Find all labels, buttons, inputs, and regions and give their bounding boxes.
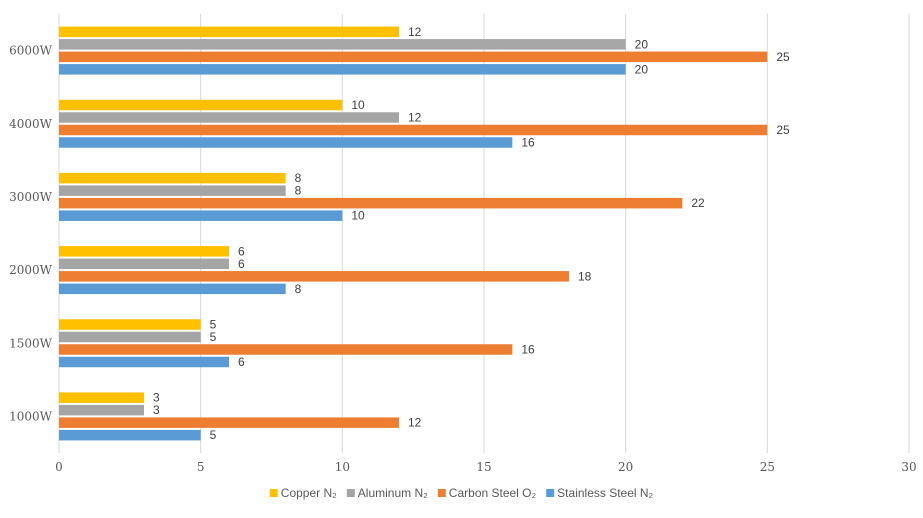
data-label: 25 xyxy=(776,123,790,137)
bar-1500W-0 xyxy=(59,319,201,330)
bar-1500W-3 xyxy=(59,356,229,368)
data-label: 22 xyxy=(691,196,705,210)
bar-4000W-0 xyxy=(59,99,343,111)
legend-label: Copper N₂ xyxy=(281,486,337,500)
bars xyxy=(59,26,768,441)
bar-1500W-2 xyxy=(59,344,513,355)
data-label: 3 xyxy=(153,403,160,417)
legend-label: Stainless Steel N₂ xyxy=(557,486,653,500)
category-label: 3000W xyxy=(9,190,53,204)
category-label: 4000W xyxy=(9,117,53,131)
bar-3000W-2 xyxy=(59,197,683,209)
data-label: 25 xyxy=(776,50,790,64)
data-label: 8 xyxy=(295,282,302,296)
x-tick-label: 10 xyxy=(335,460,350,474)
bar-3000W-1 xyxy=(59,185,286,196)
x-tick-label: 0 xyxy=(55,460,63,474)
legend-swatch xyxy=(346,489,355,497)
legend-item: Stainless Steel N₂ xyxy=(546,486,654,500)
data-label: 10 xyxy=(351,209,365,223)
legend-item: Aluminum N₂ xyxy=(346,486,428,500)
data-label: 8 xyxy=(295,171,302,185)
legend-label: Carbon Steel O₂ xyxy=(449,486,537,500)
data-label: 18 xyxy=(578,269,592,283)
x-tick-label: 15 xyxy=(476,460,491,474)
bar-4000W-2 xyxy=(59,124,768,136)
bar-2000W-3 xyxy=(59,283,286,295)
data-label: 5 xyxy=(210,318,217,332)
bar-3000W-3 xyxy=(59,210,343,221)
data-label: 12 xyxy=(408,111,422,125)
legend: Copper N₂ Aluminum N₂ Carbon Steel O₂ Stain… xyxy=(269,486,654,500)
bar-1000W-0 xyxy=(59,392,144,403)
gridlines xyxy=(58,14,910,453)
category-label: 1000W xyxy=(9,409,53,423)
bar-6000W-2 xyxy=(59,51,768,63)
bar-2000W-0 xyxy=(59,246,229,257)
value-axis: 0 5 10 15 20 25 30 xyxy=(55,460,916,474)
data-label: 10 xyxy=(351,98,365,112)
data-label: 6 xyxy=(238,244,245,258)
data-label: 3 xyxy=(153,391,160,405)
data-label: 8 xyxy=(295,184,302,198)
bar-6000W-3 xyxy=(59,64,626,75)
data-label: 16 xyxy=(521,136,535,150)
data-label: 12 xyxy=(408,25,422,39)
legend-swatch xyxy=(546,489,555,497)
bar-1500W-1 xyxy=(59,331,201,343)
legend-label: Aluminum N₂ xyxy=(358,486,428,500)
data-label: 5 xyxy=(210,330,217,344)
category-axis: 1000W 1500W 2000W 3000W 4000W 6000W xyxy=(9,44,53,424)
x-tick-label: 20 xyxy=(618,460,633,474)
bar-1000W-1 xyxy=(59,404,144,416)
data-label: 20 xyxy=(635,62,649,76)
bar-1000W-2 xyxy=(59,417,399,428)
bar-4000W-3 xyxy=(59,137,513,148)
data-label: 6 xyxy=(238,355,245,369)
bar-3000W-0 xyxy=(59,172,286,184)
legend-item: Copper N₂ xyxy=(269,486,337,500)
category-label: 6000W xyxy=(9,44,53,58)
bar-6000W-0 xyxy=(59,26,399,38)
data-label: 12 xyxy=(408,416,422,430)
bar-2000W-2 xyxy=(59,271,569,282)
legend-item: Carbon Steel O₂ xyxy=(437,486,537,500)
bar-6000W-1 xyxy=(59,39,626,50)
data-label: 16 xyxy=(521,343,535,357)
data-label: 6 xyxy=(238,257,245,271)
bar-4000W-1 xyxy=(59,112,399,123)
x-tick-label: 25 xyxy=(760,460,775,474)
bar-2000W-1 xyxy=(59,258,229,270)
legend-swatch xyxy=(269,489,278,497)
legend-swatch xyxy=(437,489,446,497)
bar-1000W-3 xyxy=(59,429,201,441)
category-label: 1500W xyxy=(9,336,53,350)
data-label: 20 xyxy=(635,37,649,51)
x-tick-label: 30 xyxy=(901,460,916,474)
category-label: 2000W xyxy=(9,263,53,277)
x-tick-label: 5 xyxy=(197,460,205,474)
data-label: 5 xyxy=(210,428,217,442)
